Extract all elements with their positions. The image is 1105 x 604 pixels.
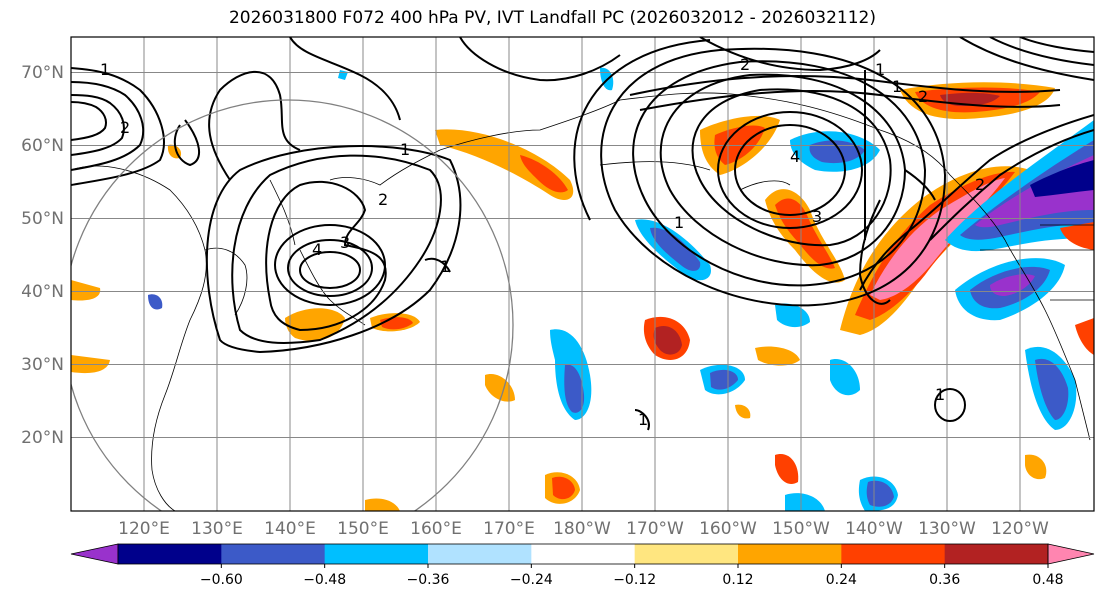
colorbar-tick-label: −0.48: [303, 572, 346, 588]
lon-label: 120°E: [118, 519, 170, 539]
lat-label: 60°N: [21, 136, 64, 156]
colorbar-swatch: [324, 544, 429, 564]
lon-label: 160°W: [699, 519, 757, 539]
svg-text:2: 2: [975, 175, 985, 194]
lon-label: 130°E: [191, 519, 243, 539]
latitude-axis: 70°N 60°N 50°N 40°N 30°N 20°N: [21, 63, 64, 448]
colorbar-tick-label: 0.48: [1032, 572, 1063, 588]
lat-label: 30°N: [21, 355, 64, 375]
lon-label: 140°E: [264, 519, 316, 539]
lon-label: 130°W: [918, 519, 976, 539]
svg-text:1: 1: [100, 60, 110, 79]
colorbar: −0.60 −0.48 −0.36 −0.24 −0.12 0.12 0.24 0.36 0.4…: [70, 543, 1095, 588]
svg-text:2: 2: [740, 55, 750, 74]
lon-label: 180°W: [553, 519, 611, 539]
svg-text:1: 1: [638, 410, 648, 429]
svg-text:1: 1: [935, 385, 945, 404]
colorbar-swatch: [738, 544, 842, 564]
svg-text:1: 1: [400, 140, 410, 159]
svg-text:2: 2: [120, 118, 130, 137]
lat-label: 50°N: [21, 209, 64, 229]
colorbar-swatch: [634, 544, 739, 564]
colorbar-tick-label: −0.24: [510, 572, 553, 588]
map-frame: [70, 36, 1095, 512]
colorbar-tick-label: −0.36: [407, 572, 450, 588]
colorbar-tick-label: −0.60: [200, 572, 243, 588]
svg-text:2: 2: [378, 190, 388, 209]
lat-label: 70°N: [21, 63, 64, 83]
colorbar-tick-label: 0.12: [722, 572, 753, 588]
svg-text:1: 1: [674, 213, 684, 232]
colorbar-tick-label: −0.12: [613, 572, 656, 588]
svg-text:2: 2: [918, 87, 928, 106]
svg-text:3: 3: [340, 233, 350, 252]
colorbar-border: [117, 543, 1049, 565]
svg-text:1: 1: [892, 77, 902, 96]
colorbar-swatch: [841, 544, 946, 564]
longitude-axis: 120°E 130°E 140°E 150°E 160°E 170°E 180°…: [118, 519, 1049, 539]
svg-text:4: 4: [790, 147, 800, 166]
landfall-radius-circle: [71, 99, 514, 511]
colorbar-tick-label: 0.36: [929, 572, 960, 588]
lon-label: 170°W: [626, 519, 684, 539]
svg-text:1: 1: [875, 60, 885, 79]
lat-label: 40°N: [21, 282, 64, 302]
lon-label: 170°E: [483, 519, 535, 539]
colorbar-swatch: [531, 544, 636, 564]
colorbar-extend-high: [1047, 543, 1095, 565]
colorbar-extend-low: [70, 543, 119, 565]
colorbar-swatch: [221, 544, 326, 564]
svg-text:3: 3: [812, 207, 822, 226]
colorbar-swatch: [428, 544, 532, 564]
svg-text:4: 4: [312, 240, 322, 259]
colorbar-tick-label: 0.24: [826, 572, 857, 588]
pv-contour-labels: 1 2 1 2 4 3 1 2 1 1 2 1 3 4 2 1 1: [100, 55, 985, 429]
lon-label: 160°E: [410, 519, 462, 539]
lat-label: 20°N: [21, 428, 64, 448]
lon-label: 150°E: [337, 519, 389, 539]
lon-label: 120°W: [991, 519, 1049, 539]
colorbar-swatch: [118, 544, 222, 564]
lon-label: 150°W: [772, 519, 830, 539]
lon-label: 140°W: [845, 519, 903, 539]
pv-contours: [71, 37, 1094, 431]
page-title: 2026031800 F072 400 hPa PV, IVT Landfall…: [228, 8, 876, 28]
svg-text:1: 1: [440, 257, 450, 276]
colorbar-swatch: [944, 544, 1049, 564]
